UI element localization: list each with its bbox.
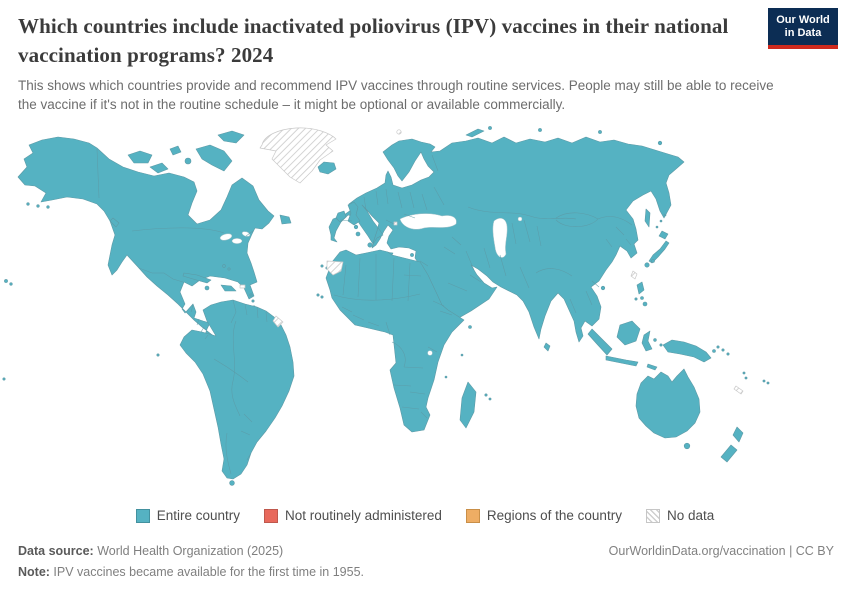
legend-label-entire-country: Entire country bbox=[156, 508, 241, 523]
owid-logo-line2: in Data bbox=[784, 27, 822, 39]
note-label: Note: bbox=[18, 565, 50, 579]
legend-label-regions-of-country: Regions of the country bbox=[486, 508, 622, 523]
region-iceland[interactable] bbox=[317, 161, 337, 175]
page-title: Which countries include inactivated poli… bbox=[18, 14, 729, 67]
region-greenland-no-data[interactable] bbox=[259, 127, 337, 184]
region-vancouver-island[interactable] bbox=[109, 217, 120, 228]
region-russian-arctic-islands[interactable] bbox=[465, 126, 663, 146]
world-map-svg bbox=[2, 126, 770, 486]
data-source-line: Data source: World Health Organization (… bbox=[18, 544, 283, 558]
legend-item-regions-of-country[interactable]: Regions of the country bbox=[465, 508, 622, 523]
region-galapagos[interactable] bbox=[156, 353, 160, 357]
legend-swatch-no-data bbox=[645, 508, 660, 523]
region-japan[interactable] bbox=[644, 230, 670, 268]
region-caribbean[interactable] bbox=[182, 264, 256, 321]
region-sakhalin[interactable] bbox=[644, 208, 651, 228]
region-australia[interactable] bbox=[635, 368, 701, 439]
license-link[interactable]: OurWorldinData.org/vaccination | CC BY bbox=[608, 544, 834, 558]
region-great-britain[interactable] bbox=[347, 201, 361, 226]
note-value: IPV vaccines became available for the fi… bbox=[49, 565, 364, 579]
region-french-guiana-no-data[interactable] bbox=[272, 315, 284, 328]
region-sri-lanka[interactable] bbox=[543, 342, 551, 352]
legend-swatch-entire-country bbox=[135, 508, 150, 523]
region-indonesia[interactable] bbox=[587, 320, 663, 371]
chart-subtitle: This shows which countries provide and r… bbox=[18, 78, 774, 112]
region-philippines[interactable] bbox=[634, 281, 648, 307]
owid-logo-line1: Our World bbox=[776, 14, 830, 26]
region-hainan[interactable] bbox=[600, 285, 606, 291]
note-line: Note: IPV vaccines became available for … bbox=[18, 565, 834, 579]
region-new-guinea[interactable] bbox=[662, 339, 716, 363]
region-tierra-del-fuego[interactable] bbox=[229, 480, 235, 486]
chart-footer: Data source: World Health Organization (… bbox=[0, 544, 850, 579]
legend-item-entire-country[interactable]: Entire country bbox=[135, 508, 241, 523]
region-western-sahara-no-data[interactable] bbox=[326, 260, 344, 276]
region-pacific-islands[interactable] bbox=[2, 345, 770, 385]
region-newfoundland[interactable] bbox=[279, 214, 292, 225]
data-source-label: Data source: bbox=[18, 544, 94, 558]
legend-swatch-not-routinely-administered bbox=[264, 508, 279, 523]
map-legend: Entire country Not routinely administere… bbox=[0, 508, 850, 523]
data-source-value: World Health Organization (2025) bbox=[93, 544, 284, 558]
region-north-america[interactable] bbox=[17, 136, 275, 341]
country-borders bbox=[96, 148, 633, 475]
region-arctic-islands[interactable] bbox=[127, 130, 245, 174]
region-eurasia[interactable] bbox=[328, 136, 685, 343]
region-kurils[interactable] bbox=[655, 213, 667, 229]
region-madagascar[interactable] bbox=[459, 381, 477, 429]
world-map bbox=[0, 115, 850, 500]
legend-swatch-regions-of-country bbox=[465, 508, 480, 523]
region-hawaii[interactable] bbox=[4, 279, 13, 286]
legend-item-no-data[interactable]: No data bbox=[645, 508, 715, 523]
legend-label-not-routinely-administered: Not routinely administered bbox=[285, 508, 442, 523]
region-new-zealand[interactable] bbox=[720, 426, 744, 463]
region-africa[interactable] bbox=[325, 249, 465, 433]
region-tasmania[interactable] bbox=[683, 442, 691, 450]
region-taiwan-no-data[interactable] bbox=[630, 270, 638, 280]
region-aleutians[interactable] bbox=[26, 202, 50, 209]
region-new-caledonia-no-data[interactable] bbox=[733, 385, 744, 395]
owid-logo[interactable]: Our World in Data bbox=[768, 8, 838, 49]
region-ireland[interactable] bbox=[335, 210, 347, 223]
region-puerto-rico-no-data[interactable] bbox=[239, 284, 246, 289]
region-south-america[interactable] bbox=[179, 299, 295, 480]
region-kosovo-no-data[interactable] bbox=[393, 221, 398, 226]
legend-item-not-routinely-administered[interactable]: Not routinely administered bbox=[264, 508, 442, 523]
region-svalbard-no-data[interactable] bbox=[396, 129, 402, 135]
legend-label-no-data: No data bbox=[666, 508, 715, 523]
